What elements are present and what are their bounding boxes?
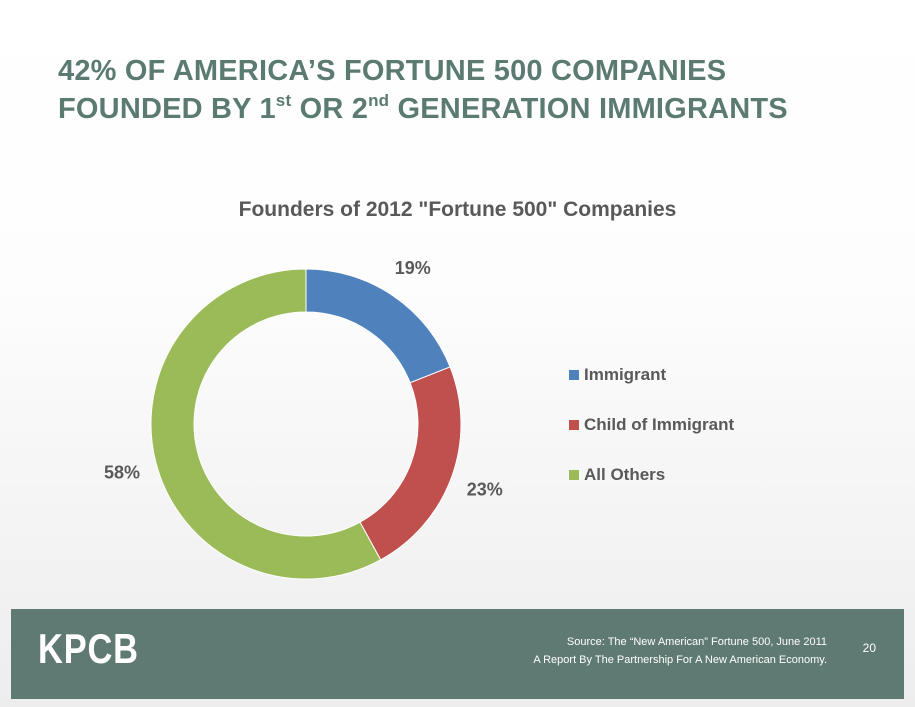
slide-title: 42% OF AMERICA’S FORTUNE 500 COMPANIES F… [58,52,878,128]
source-line-2: A Report By The Partnership For A New Am… [533,654,827,666]
chart-title: Founders of 2012 "Fortune 500" Companies [238,198,677,221]
title-text-part1: FOUNDED BY 1 [58,93,276,125]
legend-label-immigrant: Immigrant [584,365,667,384]
data-label-immigrant: 19% [395,258,431,278]
legend-label-all-others: All Others [584,465,666,484]
donut-slice-immigrant [305,268,451,384]
donut-slice-child-of-immigrant [359,366,462,561]
legend-swatch-child-of-immigrant [569,420,579,430]
slide-title-line2: FOUNDED BY 1st OR 2nd GENERATION IMMIGRA… [58,90,878,128]
chart-legend: Immigrant Child of Immigrant All Others [569,350,734,500]
donut-chart: 19% 23% 58% [104,258,503,580]
title-superscript-st: st [275,91,292,110]
legend-swatch-all-others [569,470,579,480]
legend-item-child-of-immigrant: Child of Immigrant [569,400,734,450]
source-citation: Source: The “New American” Fortune 500, … [533,633,827,669]
page-number: 20 [862,641,876,655]
slide-title-line1: 42% OF AMERICA’S FORTUNE 500 COMPANIES [58,55,727,87]
legend-item-immigrant: Immigrant [569,350,734,400]
chart-title-wrapper: Founders of 2012 "Fortune 500" Companies [0,198,915,222]
legend-swatch-immigrant [569,370,579,380]
title-text-part2: OR 2 [291,93,369,125]
legend-label-child-of-immigrant: Child of Immigrant [584,415,735,434]
title-superscript-nd: nd [368,91,390,110]
kpcb-logo: KPCB [38,625,139,672]
footer-bar: KPCB Source: The “New American” Fortune … [11,609,904,699]
data-label-all-others: 58% [104,462,140,482]
source-line-1: Source: The “New American” Fortune 500, … [566,636,827,648]
donut-slice-all-others [150,268,382,580]
legend-item-all-others: All Others [569,450,734,500]
data-label-child-of-immigrant: 23% [467,479,503,499]
title-text-part3: GENERATION IMMIGRANTS [389,93,788,125]
